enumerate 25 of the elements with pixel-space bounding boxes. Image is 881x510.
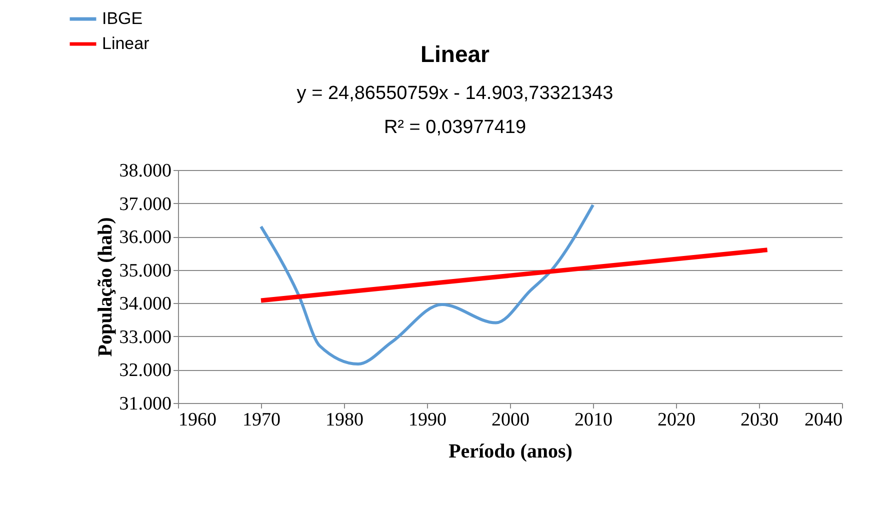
x-tick-label: 2030 (740, 410, 778, 430)
y-tick-label: 33.000 (119, 326, 172, 348)
x-tick-label: 1980 (326, 410, 364, 430)
x-tick-label: 1970 (242, 410, 280, 430)
x-tick-label: 1960 (178, 410, 216, 430)
y-tick-label: 32.000 (119, 360, 172, 382)
x-tick-label: 1990 (408, 410, 446, 430)
x-axis-title: Período (anos) (448, 440, 572, 462)
y-axis-title: População (hab) (94, 217, 116, 357)
y-tick-label: 38.000 (119, 160, 172, 182)
y-tick-label: 34.000 (119, 294, 172, 315)
line-series (260, 203, 594, 366)
legend-label: IBGE (102, 9, 143, 28)
x-tick-label: 2000 (492, 410, 530, 430)
y-tick-label: 35.000 (119, 260, 172, 282)
text: R² = 0,03977419 (384, 117, 526, 138)
x-tick-label: 2010 (574, 410, 612, 430)
y-tick-label: 36.000 (119, 227, 172, 248)
chart-title: Linear (420, 41, 490, 67)
text: y = 24,86550759x - 14.903,73321343 (296, 83, 614, 104)
y-tick-label: 37.000 (119, 194, 172, 215)
legend-label: Linear (102, 34, 150, 53)
y-tick-label: 31.000 (119, 394, 172, 414)
x-tick-label: 2020 (658, 410, 696, 430)
x-tick-label: 2040 (804, 410, 842, 430)
